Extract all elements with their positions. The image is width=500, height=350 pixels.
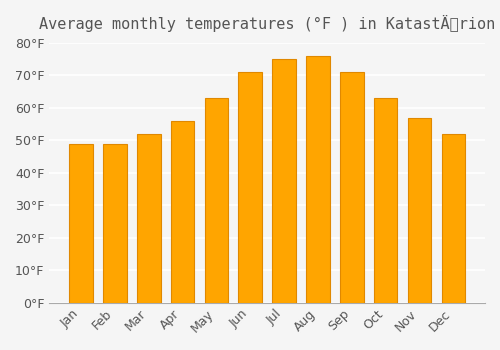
Bar: [374, 98, 398, 303]
Bar: [204, 98, 229, 303]
Bar: [306, 56, 330, 303]
Bar: [272, 59, 296, 303]
Bar: [137, 134, 160, 303]
Title: Average monthly temperatures (°F ) in KatastÄrion: Average monthly temperatures (°F ) in Ka…: [39, 15, 496, 32]
Bar: [340, 72, 363, 303]
Bar: [408, 118, 432, 303]
Bar: [238, 72, 262, 303]
Bar: [442, 134, 465, 303]
Bar: [69, 144, 93, 303]
Bar: [103, 144, 126, 303]
Bar: [170, 121, 194, 303]
